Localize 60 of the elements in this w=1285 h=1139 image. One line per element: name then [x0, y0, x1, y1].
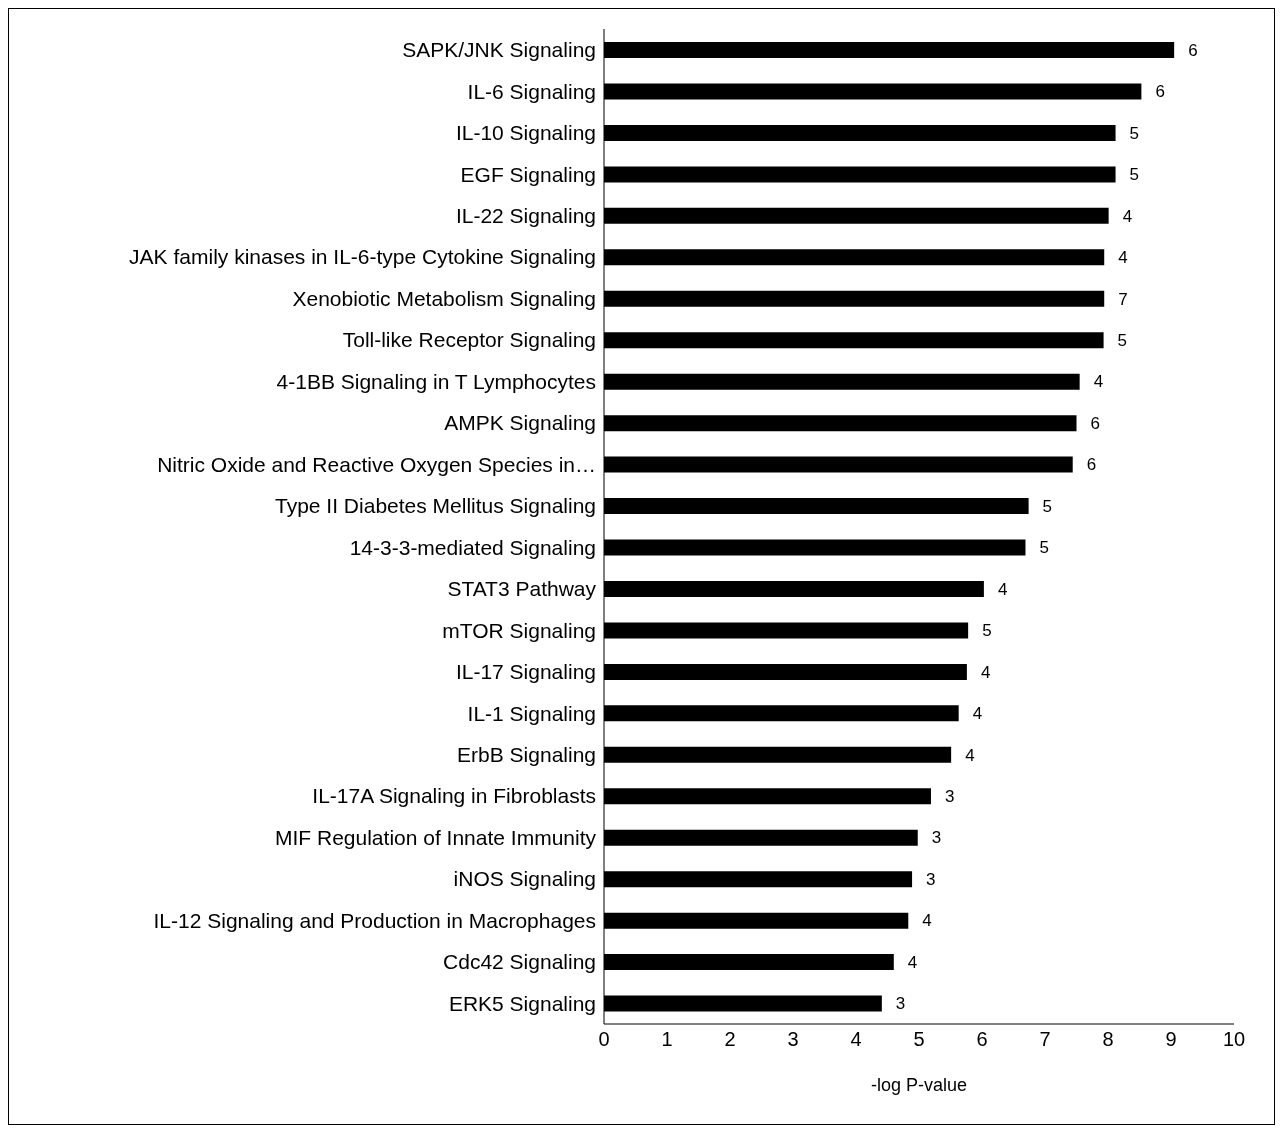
annotation: 6 [1086, 455, 1097, 475]
y-tick-label: Toll-like Receptor Signaling [342, 328, 596, 352]
annotation: 7 [1118, 289, 1128, 309]
x-tick-label: 7 [1039, 1028, 1051, 1051]
annotation: 4 [972, 704, 983, 724]
x-tick-label: 2 [724, 1028, 736, 1051]
y-tick-label: JAK family kinases in IL-6-type Cytokine Signaling [129, 245, 596, 269]
y-tick-label: IL-6 Signaling [467, 79, 596, 103]
y-tick-label: IL-17A Signaling in Fibroblasts [312, 784, 596, 808]
x-axis-title: -log P-value [870, 1075, 968, 1095]
annotation: 3 [944, 787, 955, 807]
x-tick-label: 0 [598, 1028, 610, 1051]
annotation: 6 [1155, 82, 1165, 102]
annotation: 5 [1129, 165, 1140, 185]
x-tick-label: 5 [913, 1028, 925, 1051]
annotation: 5 [1039, 538, 1049, 558]
annotation: 4 [965, 745, 975, 765]
annotation: 4 [922, 911, 932, 931]
annotation: 4 [980, 662, 991, 682]
y-tick-label: Nitric Oxide and Reactive Oxygen Species in… [157, 452, 596, 476]
annotation: 5 [1117, 330, 1128, 350]
y-tick-label: iNOS Signaling [453, 867, 596, 891]
annotation: 4 [1122, 206, 1133, 226]
annotation: 4 [1118, 248, 1128, 268]
y-tick-label: MIF Regulation of Innate Immunity [275, 825, 597, 849]
x-tick-label: 6 [976, 1028, 988, 1051]
annotation: 5 [1042, 496, 1053, 516]
annotation: 5 [982, 621, 992, 641]
x-tick-label: 10 [1222, 1028, 1246, 1051]
x-tick-label: 8 [1102, 1028, 1114, 1051]
y-tick-label: Xenobiotic Metabolism Signaling [292, 286, 596, 310]
y-tick-label: AMPK Signaling [444, 411, 596, 435]
annotation: 5 [1129, 123, 1140, 143]
annotation: 6 [1188, 40, 1198, 60]
y-tick-label: STAT3 Pathway [447, 577, 597, 601]
annotation: 4 [997, 579, 1008, 599]
x-tick-label: 1 [661, 1028, 673, 1051]
y-tick-label: 14-3-3-mediated Signaling [349, 535, 596, 559]
annotation: 3 [931, 828, 942, 848]
x-tick-label: 3 [787, 1028, 799, 1051]
annotation: 4 [907, 952, 918, 972]
annotation: 3 [926, 869, 936, 889]
y-tick-label: IL-17 Signaling [455, 660, 596, 684]
y-tick-label: Type II Diabetes Mellitus Signaling [275, 494, 596, 518]
y-tick-label: ERK5 Signaling [448, 991, 596, 1015]
y-tick-label: SAPK/JNK Signaling [402, 38, 596, 62]
y-tick-label: ErbB Signaling [457, 742, 596, 766]
annotation: 4 [1093, 372, 1104, 392]
annotation: 3 [895, 994, 906, 1014]
annotation: 6 [1090, 413, 1100, 433]
y-tick-label: EGF Signaling [460, 162, 596, 186]
x-tick-label: 9 [1165, 1028, 1177, 1051]
y-tick-label: IL-22 Signaling [455, 204, 596, 228]
y-tick-label: 4-1BB Signaling in T Lymphocytes [276, 369, 596, 393]
x-tick-label: 4 [850, 1028, 862, 1051]
y-tick-label: mTOR Signaling [442, 618, 596, 642]
y-tick-label: IL-12 Signaling and Production in Macrophages [153, 908, 596, 932]
y-tick-label: Cdc42 Signaling [443, 950, 596, 974]
y-tick-label: IL-10 Signaling [455, 121, 596, 145]
y-tick-label: IL-1 Signaling [467, 701, 596, 725]
